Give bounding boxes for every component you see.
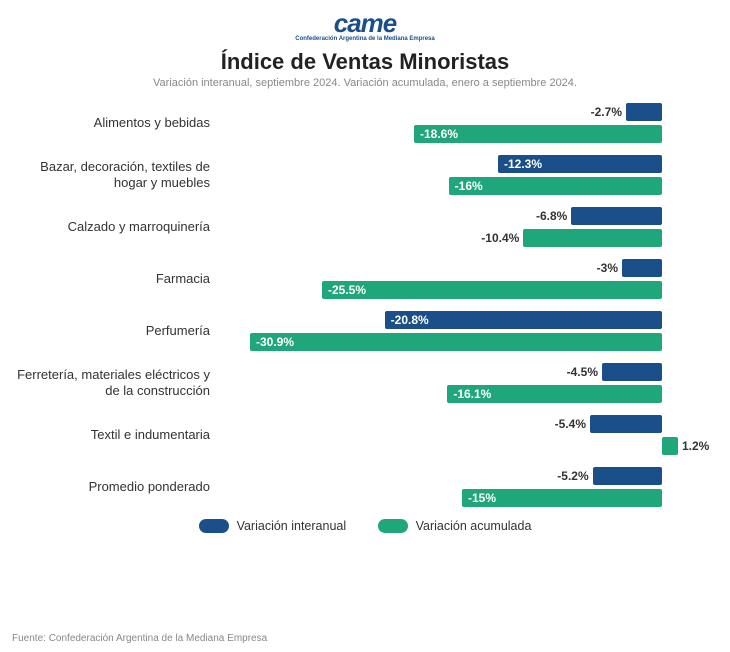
category-label: Ferretería, materiales eléctricos y de l…: [12, 367, 222, 400]
chart-subtitle: Variación interanual, septiembre 2024. V…: [0, 77, 730, 89]
legend-swatch-acumulada: [378, 519, 408, 533]
bar-acumulada: -25.5%: [322, 281, 662, 299]
chart-row: Calzado y marroquinería -6.8% -10.4%: [12, 207, 712, 247]
chart-row: Alimentos y bebidas -2.7% -18.6%: [12, 103, 712, 143]
bar-interanual: -3%: [622, 259, 662, 277]
source-text: Fuente: Confederación Argentina de la Me…: [12, 633, 267, 644]
bar-value-label: -25.5%: [328, 283, 366, 297]
legend: Variación interanual Variación acumulada: [0, 519, 730, 536]
legend-item-acumulada: Variación acumulada: [378, 519, 532, 533]
bar-group: -20.8% -30.9%: [222, 311, 712, 351]
logo-subtext: Confederación Argentina de la Mediana Em…: [295, 36, 434, 42]
bar-value-label: -4.5%: [567, 365, 602, 379]
bar-value-label: -16%: [455, 179, 483, 193]
bar-group: -2.7% -18.6%: [222, 103, 712, 143]
bar-value-label: -15%: [468, 491, 496, 505]
category-label: Alimentos y bebidas: [12, 115, 222, 131]
chart-row: Perfumería -20.8% -30.9%: [12, 311, 712, 351]
bar-value-label: -10.4%: [481, 231, 523, 245]
legend-label-acumulada: Variación acumulada: [416, 519, 532, 533]
category-label: Perfumería: [12, 323, 222, 339]
category-label: Textil e indumentaria: [12, 427, 222, 443]
bar-interanual: -20.8%: [385, 311, 662, 329]
chart-row: Farmacia -3% -25.5%: [12, 259, 712, 299]
bar-interanual: -12.3%: [498, 155, 662, 173]
bar-acumulada: -30.9%: [250, 333, 662, 351]
legend-label-interanual: Variación interanual: [237, 519, 347, 533]
bar-value-label: -12.3%: [504, 157, 542, 171]
came-logo: came Confederación Argentina de la Media…: [295, 8, 434, 42]
category-label: Bazar, decoración, textiles de hogar y m…: [12, 159, 222, 192]
bar-value-label: -20.8%: [391, 313, 429, 327]
legend-item-interanual: Variación interanual: [199, 519, 347, 533]
bar-interanual: -2.7%: [626, 103, 662, 121]
bar-group: -3% -25.5%: [222, 259, 712, 299]
bar-acumulada: -16%: [449, 177, 662, 195]
bar-value-label: -5.2%: [557, 469, 592, 483]
category-label: Calzado y marroquinería: [12, 219, 222, 235]
bar-interanual: -5.2%: [593, 467, 662, 485]
bar-value-label: -6.8%: [536, 209, 571, 223]
bar-group: -6.8% -10.4%: [222, 207, 712, 247]
bar-acumulada: 1.2%: [662, 437, 678, 455]
chart-row: Textil e indumentaria-5.4%1.2%: [12, 415, 712, 455]
bar-group: -12.3% -16%: [222, 155, 712, 195]
bar-interanual: -4.5%: [602, 363, 662, 381]
chart-title: Índice de Ventas Minoristas: [0, 49, 730, 75]
bar-chart: Alimentos y bebidas -2.7% -18.6% Bazar, dec…: [0, 103, 730, 507]
bar-group: -4.5% -16.1%: [222, 363, 712, 403]
bar-value-label: -30.9%: [256, 335, 294, 349]
bar-acumulada: -18.6%: [414, 125, 662, 143]
bar-acumulada: -16.1%: [447, 385, 662, 403]
bar-interanual: -5.4%: [590, 415, 662, 433]
legend-swatch-interanual: [199, 519, 229, 533]
category-label: Promedio ponderado: [12, 479, 222, 495]
bar-value-label: 1.2%: [678, 439, 709, 453]
bar-value-label: -3%: [597, 261, 622, 275]
bar-value-label: -5.4%: [555, 417, 590, 431]
bar-value-label: -2.7%: [591, 105, 626, 119]
chart-row: Promedio ponderado -5.2% -15%: [12, 467, 712, 507]
logo-text: came: [295, 8, 434, 39]
bar-value-label: -16.1%: [453, 387, 491, 401]
bar-interanual: -6.8%: [571, 207, 662, 225]
bar-group: -5.2% -15%: [222, 467, 712, 507]
bar-group: -5.4%1.2%: [222, 415, 712, 455]
category-label: Farmacia: [12, 271, 222, 287]
bar-value-label: -18.6%: [420, 127, 458, 141]
chart-row: Bazar, decoración, textiles de hogar y m…: [12, 155, 712, 195]
logo-block: came Confederación Argentina de la Media…: [0, 0, 730, 45]
bar-acumulada: -10.4%: [523, 229, 662, 247]
chart-row: Ferretería, materiales eléctricos y de l…: [12, 363, 712, 403]
bar-acumulada: -15%: [462, 489, 662, 507]
